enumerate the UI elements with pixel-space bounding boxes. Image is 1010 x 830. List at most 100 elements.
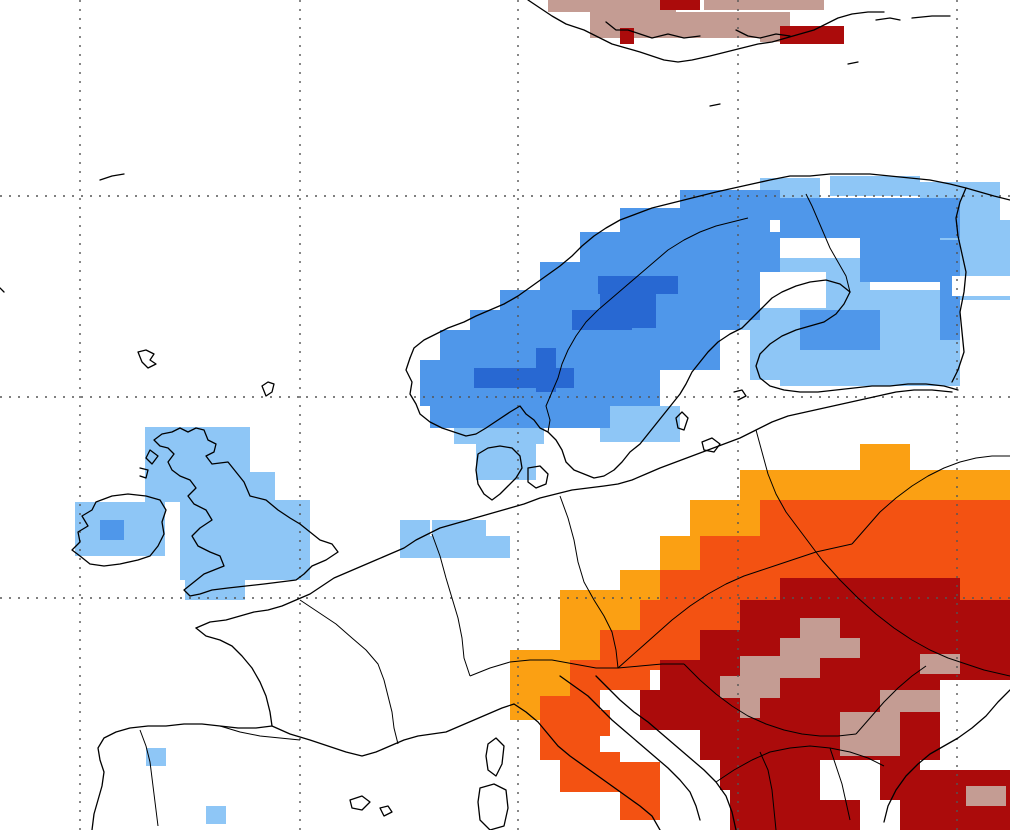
anomaly-cell-cold-1 bbox=[180, 500, 310, 540]
anomaly-cell-cold-1 bbox=[476, 440, 536, 480]
sweden-coast bbox=[547, 279, 851, 479]
gulf-of-bothnia-coast bbox=[755, 291, 959, 393]
anomaly-cells bbox=[75, 0, 1010, 830]
balkan-borders bbox=[829, 747, 851, 821]
faroe-islands-coast bbox=[137, 349, 157, 369]
island-coast bbox=[847, 61, 859, 65]
great-britain-coast bbox=[153, 427, 339, 597]
ireland-coast bbox=[71, 493, 167, 567]
anomaly-cell-cold-2 bbox=[540, 404, 610, 428]
balkan-coast bbox=[595, 675, 737, 830]
anomaly-cell-warm-3-extreme bbox=[780, 638, 860, 658]
iberia-border bbox=[139, 729, 159, 827]
italy-coast bbox=[513, 703, 661, 830]
scottish-islands-coast bbox=[139, 467, 149, 479]
finland-east-border bbox=[951, 187, 967, 383]
anomaly-cell-warm-3-extreme bbox=[600, 0, 676, 14]
anomaly-cell-cold-2 bbox=[100, 520, 124, 540]
anomaly-cell-warm-3-extreme bbox=[740, 696, 760, 718]
anomaly-cell-white bbox=[940, 680, 1010, 760]
anomaly-cell-warm-3-extreme bbox=[720, 676, 780, 698]
anomaly-cell-cold-2 bbox=[940, 240, 960, 340]
anomaly-cell-warm-3 bbox=[620, 28, 634, 44]
island-coast bbox=[875, 17, 901, 21]
country-borders bbox=[139, 193, 1010, 830]
anomaly-cell-warm-2 bbox=[620, 780, 660, 820]
corsica-coast bbox=[485, 737, 505, 777]
norway-sweden-border bbox=[545, 217, 749, 433]
iceland-fjord bbox=[735, 29, 791, 39]
alps-border bbox=[469, 659, 684, 677]
continental-north-coast bbox=[195, 389, 953, 629]
belarus-border bbox=[851, 455, 1010, 545]
anomaly-cell-warm-3-extreme bbox=[840, 712, 900, 756]
iberia-north-coast bbox=[91, 723, 273, 830]
anomaly-cell-white bbox=[820, 760, 880, 800]
shetland-coast bbox=[261, 381, 275, 397]
black-sea-coast bbox=[883, 689, 1010, 823]
anomaly-cell-cold-1 bbox=[400, 536, 510, 558]
island-coast bbox=[0, 287, 5, 293]
hungary-border bbox=[683, 663, 857, 737]
anomaly-cell-cold-3 bbox=[572, 310, 632, 330]
baltic-island-coast bbox=[675, 411, 689, 431]
baltic-states-border bbox=[755, 429, 823, 561]
anomaly-cell-cold-1 bbox=[432, 520, 486, 536]
anomaly-cell-cold-1 bbox=[600, 406, 680, 442]
anomaly-cell-warm-1 bbox=[860, 444, 910, 474]
france-border bbox=[299, 599, 399, 745]
anomaly-cell-cold-1 bbox=[400, 520, 430, 538]
poland-border bbox=[617, 543, 853, 669]
anomaly-cell-warm-3-extreme bbox=[740, 656, 820, 678]
anomaly-cell-cold-1 bbox=[206, 806, 226, 824]
anomaly-cell-cold-1 bbox=[830, 176, 920, 196]
anomaly-cell-white bbox=[952, 276, 1010, 296]
scottish-islands-coast bbox=[145, 449, 159, 465]
sweden-finland-border bbox=[805, 193, 851, 293]
anomaly-cell-warm-3-extreme bbox=[966, 786, 1006, 806]
island-coast bbox=[709, 103, 721, 107]
germany-west-border bbox=[431, 533, 471, 677]
baltic-island-coast bbox=[733, 389, 747, 401]
anomaly-cell-warm-3-extreme bbox=[704, 0, 824, 10]
anomaly-cell-white bbox=[720, 330, 750, 390]
anomaly-cell-warm-2 bbox=[760, 500, 1010, 540]
anomaly-cell-cold-3 bbox=[474, 368, 574, 388]
anomaly-cell-cold-2 bbox=[860, 222, 940, 282]
island-coast bbox=[911, 15, 951, 19]
danish-islands-coast bbox=[527, 465, 549, 489]
anomaly-cell-white bbox=[860, 800, 900, 830]
anomaly-cell-warm-3 bbox=[660, 0, 700, 10]
balkan-borders bbox=[715, 745, 885, 783]
anomaly-cell-cold-3 bbox=[598, 276, 678, 294]
anomaly-cell-warm-3-extreme bbox=[880, 690, 940, 712]
anomaly-cell-warm-3-extreme bbox=[920, 654, 960, 674]
baltic-island-coast bbox=[701, 437, 721, 453]
fennoscandia-coast bbox=[409, 173, 1010, 359]
france-west-coast bbox=[195, 627, 273, 727]
iceland-fjord bbox=[605, 21, 701, 39]
anomaly-cell-cold-1 bbox=[180, 540, 310, 580]
pyrenees-border bbox=[219, 725, 301, 741]
germany-east-border bbox=[559, 495, 619, 669]
island-coast bbox=[379, 805, 393, 817]
denmark-coast bbox=[475, 445, 523, 501]
france-south-coast bbox=[271, 703, 515, 757]
island-coast bbox=[99, 173, 125, 181]
ukraine-border bbox=[821, 559, 1010, 677]
island-coast bbox=[349, 795, 371, 811]
anomaly-cell-warm-2 bbox=[700, 536, 1010, 576]
anomaly-cell-cold-1 bbox=[145, 427, 250, 472]
romania-border bbox=[855, 665, 927, 735]
italy-adriatic-coast bbox=[559, 675, 701, 821]
norway-west-coast bbox=[405, 357, 549, 437]
iceland-coast bbox=[527, 0, 885, 63]
anomaly-cell-warm-3 bbox=[780, 26, 844, 44]
anomaly-cell-cold-1 bbox=[146, 748, 166, 766]
balkan-borders bbox=[759, 751, 777, 830]
anomaly-cell-cold-2 bbox=[800, 310, 880, 350]
